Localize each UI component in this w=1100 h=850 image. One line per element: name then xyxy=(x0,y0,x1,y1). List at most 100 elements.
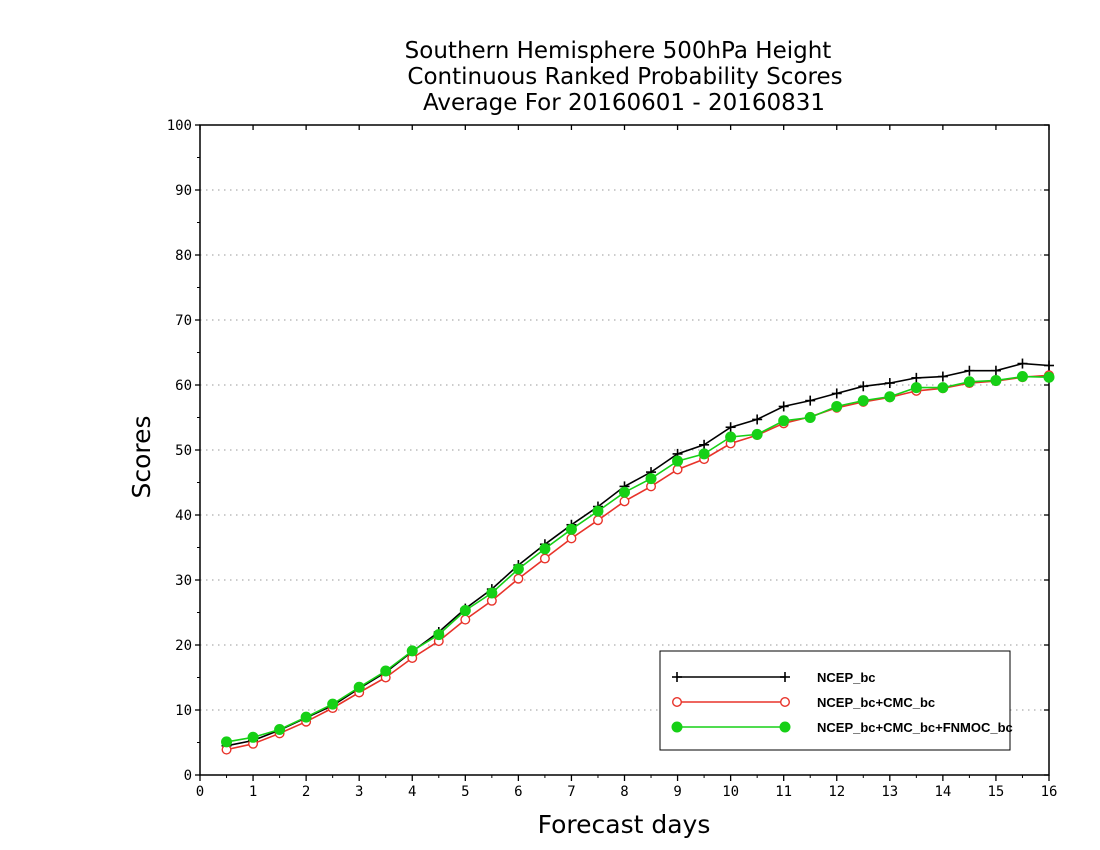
legend-entry-2: NCEP_bc+CMC_bc+FNMOC_bc xyxy=(671,720,1013,735)
y-tick-label-5: 50 xyxy=(175,443,192,459)
x-tick-label-3: 3 xyxy=(355,784,363,800)
series-1-point-12 xyxy=(539,553,550,564)
series-2-point-11 xyxy=(512,563,524,575)
x-tick-labels: 0 1 2 3 4 5 6 7 8 9 10 11 12 13 14 15 16 xyxy=(196,784,1058,800)
legend: NCEP_bc NCEP_bc+CMC_bc NCEP_bc+CMC_bc+FNMO… xyxy=(659,650,1013,751)
series-2-point-4 xyxy=(327,698,339,710)
legend-entry-0: NCEP_bc xyxy=(672,670,876,685)
chart-title-line-3: Average For 20160601 - 20160831 xyxy=(423,90,825,116)
x-tick-label-15: 15 xyxy=(988,784,1005,800)
legend-label-2: NCEP_bc+CMC_bc+FNMOC_bc xyxy=(817,720,1013,735)
series-0-point-21 xyxy=(778,401,789,412)
legend-marker-left-0 xyxy=(672,672,682,682)
series-2-point-29 xyxy=(990,374,1002,386)
series-1-point-11 xyxy=(513,573,524,584)
series-layer xyxy=(221,358,1055,755)
chart-title-line-2: Continuous Ranked Probability Scores xyxy=(407,64,842,90)
chart-title-line-1: Southern Hemisphere 500hPa Height xyxy=(405,38,832,64)
series-2-point-8 xyxy=(433,629,445,641)
series-1-point-9 xyxy=(460,614,471,625)
x-tick-label-12: 12 xyxy=(828,784,845,800)
series-0-point-18 xyxy=(699,439,710,450)
series-2-point-30 xyxy=(1016,371,1028,383)
series-0-point-26 xyxy=(911,372,922,383)
series-2-point-3 xyxy=(300,711,312,723)
series-2-point-12 xyxy=(539,543,551,555)
series-2-point-19 xyxy=(725,431,737,443)
y-tick-label-3: 30 xyxy=(175,573,192,589)
x-tick-label-9: 9 xyxy=(673,784,681,800)
series-2-point-15 xyxy=(619,486,630,498)
series-2-point-2 xyxy=(274,724,286,735)
legend-marker-left-2 xyxy=(671,721,683,733)
series-0-point-30 xyxy=(1017,358,1028,369)
x-tick-label-14: 14 xyxy=(934,784,951,800)
series-0-point-28 xyxy=(964,365,975,376)
series-2-point-26 xyxy=(910,382,922,394)
series-2-point-1 xyxy=(247,731,259,743)
series-2-point-28 xyxy=(963,376,975,388)
axis-ticks xyxy=(195,124,1050,781)
y-tick-label-0: 0 xyxy=(184,768,192,784)
x-tick-label-8: 8 xyxy=(620,784,628,800)
series-2-point-14 xyxy=(592,505,604,517)
series-0-point-20 xyxy=(752,414,763,425)
series-1-point-13 xyxy=(566,533,577,544)
y-tick-labels: 0 10 20 30 40 50 60 70 80 90 100 xyxy=(167,118,192,784)
series-1-point-15 xyxy=(619,496,630,507)
series-2 xyxy=(221,371,1055,748)
series-2-point-22 xyxy=(804,412,816,423)
y-tick-label-8: 80 xyxy=(175,248,192,264)
legend-marker-left-1 xyxy=(672,697,683,708)
x-axis-title: Forecast days xyxy=(538,810,711,839)
y-tick-label-9: 90 xyxy=(175,183,192,199)
series-0-point-24 xyxy=(858,381,869,392)
series-2-point-18 xyxy=(698,448,710,460)
legend-label-1: NCEP_bc+CMC_bc xyxy=(817,695,935,710)
x-tick-label-5: 5 xyxy=(461,784,469,800)
series-1-point-14 xyxy=(592,515,603,526)
series-2-point-27 xyxy=(937,382,949,394)
y-tick-label-7: 70 xyxy=(175,313,192,329)
legend-label-0: NCEP_bc xyxy=(817,670,876,685)
legend-marker-right-1 xyxy=(780,697,791,708)
series-2-point-0 xyxy=(221,736,233,748)
legend-box xyxy=(659,650,1011,751)
series-2-point-25 xyxy=(884,391,896,403)
x-tick-label-7: 7 xyxy=(567,784,575,800)
series-0-point-25 xyxy=(884,378,895,389)
series-2-point-31 xyxy=(1043,371,1055,383)
series-2-point-9 xyxy=(459,605,471,617)
series-0-point-29 xyxy=(990,365,1001,376)
series-0-point-23 xyxy=(831,388,842,399)
plot-area-frame xyxy=(199,124,1050,776)
x-tick-label-16: 16 xyxy=(1041,784,1058,800)
y-tick-label-10: 100 xyxy=(167,118,192,134)
y-tick-label-6: 60 xyxy=(175,378,192,394)
series-2-point-20 xyxy=(751,428,763,440)
x-tick-label-1: 1 xyxy=(249,784,257,800)
series-0-point-19 xyxy=(725,422,736,433)
series-2-point-23 xyxy=(831,400,843,412)
series-0-point-27 xyxy=(937,371,948,382)
y-axis-title: Scores xyxy=(127,415,156,498)
x-tick-label-2: 2 xyxy=(302,784,310,800)
x-tick-label-6: 6 xyxy=(514,784,522,800)
x-tick-label-0: 0 xyxy=(196,784,204,800)
series-0-point-22 xyxy=(805,395,816,406)
y-tick-label-4: 40 xyxy=(175,508,192,524)
series-2-point-6 xyxy=(380,665,392,677)
series-2-point-10 xyxy=(486,587,498,599)
x-tick-label-10: 10 xyxy=(722,784,739,800)
y-tick-label-2: 20 xyxy=(175,638,192,654)
x-tick-label-4: 4 xyxy=(408,784,416,800)
legend-entry-1: NCEP_bc+CMC_bc xyxy=(672,695,935,710)
series-2-point-17 xyxy=(672,455,684,467)
series-2-point-5 xyxy=(353,681,365,693)
series-2-point-13 xyxy=(565,523,577,535)
series-2-point-21 xyxy=(778,415,790,427)
series-2-point-7 xyxy=(406,645,418,657)
x-tick-label-11: 11 xyxy=(775,784,792,800)
series-2-point-24 xyxy=(857,395,869,407)
